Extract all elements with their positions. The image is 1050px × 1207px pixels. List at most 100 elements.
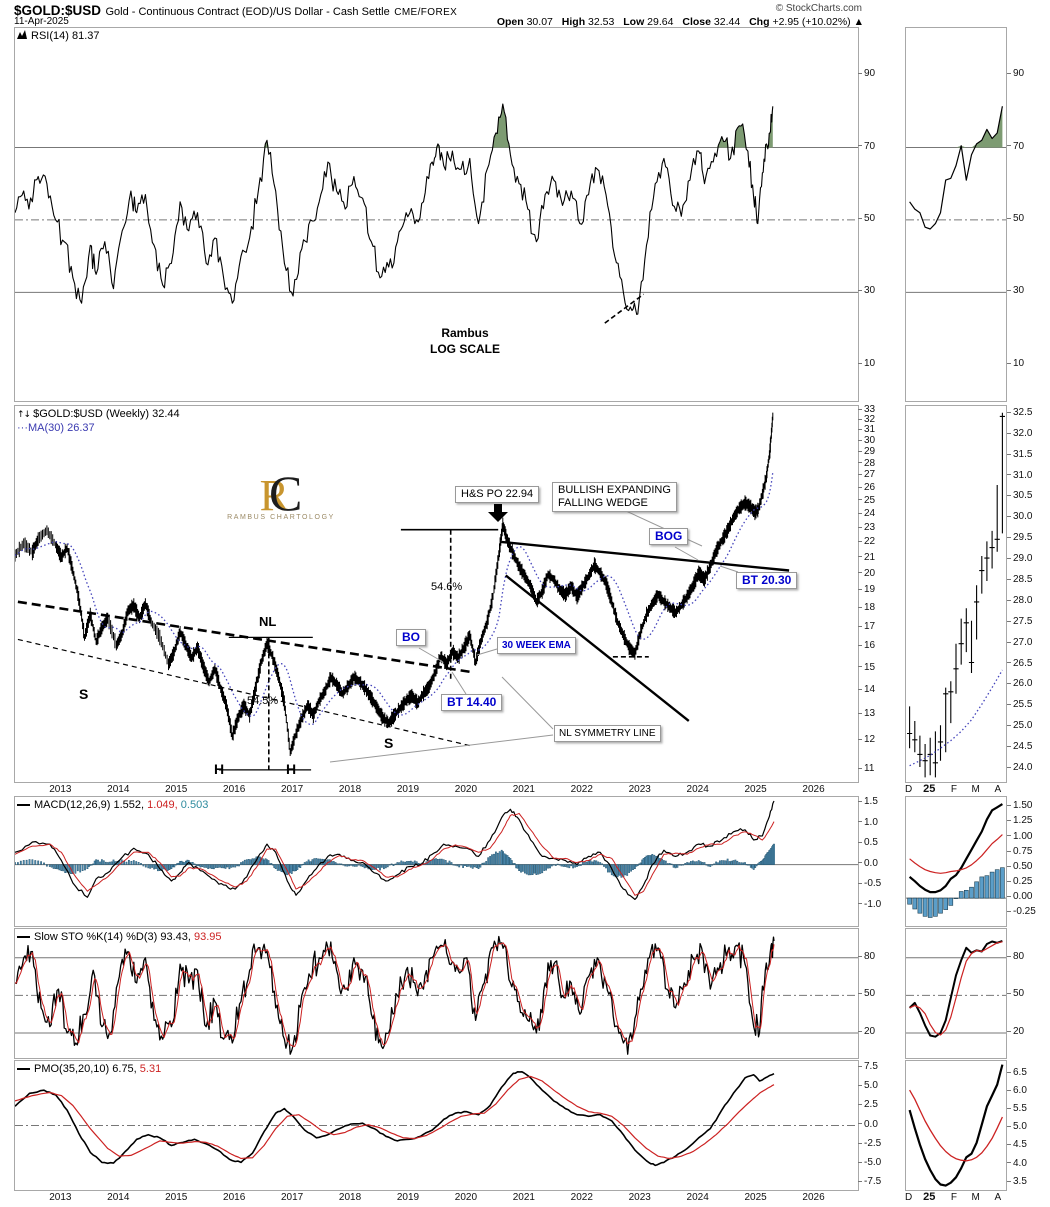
x-tick-label: 2015 [165,1192,188,1203]
y-tick-label: -1.0 [858,899,881,911]
hist-bar [521,864,524,872]
hist-bar [86,864,89,869]
stochastic-zoom-y-axis: 80 50 20 [1007,928,1050,1057]
y-tick-label: 7.5 [858,1061,878,1073]
hist-bar [605,864,607,869]
hist-bar [43,862,45,865]
wedge-callout: BULLISH EXPANDING FALLING WEDGE [552,482,677,512]
hist-bar [635,864,638,867]
ema-30-text: 30 WEEK EMA [502,640,571,651]
y-tick-label: 31.5 [1007,449,1032,461]
y-tick-label: 10 [858,358,875,370]
y-tick-label: 70 [1007,141,1024,153]
exchange: CME/FOREX [394,7,458,18]
y-tick-label: 28.0 [1007,595,1032,607]
hist-bar [99,861,101,865]
hist-bar [402,861,405,865]
hist-bar [684,863,687,865]
hist-bar [948,897,954,906]
hist-bar [699,861,702,865]
hist-bar [411,861,414,865]
hist-bar [562,864,565,867]
hist-bar [88,864,90,867]
hs-po-callout: H&S PO 22.94 [455,486,540,503]
hist-bar [570,864,573,867]
hist-bar [442,859,445,865]
y-tick-label: 32.0 [1007,428,1032,440]
y-tick-label: 28 [858,458,875,470]
hist-bar [535,864,538,875]
sto-value-2: 93.95 [194,931,222,943]
left-shoulder-label: S [79,687,88,701]
price-bars [15,412,774,756]
y-tick-label: 29.5 [1007,532,1032,544]
hist-bar [435,858,437,865]
pmo-zoom-panel [905,1060,1007,1191]
hist-bar [16,862,19,865]
hist-bar [336,863,339,865]
hist-bar [300,864,303,866]
x-tick-label: F [950,1192,958,1203]
hist-bar [560,864,563,867]
hist-bar [112,859,115,865]
hist-bar [506,855,509,865]
rsi_mini-plot [906,106,1006,293]
macd-line [15,800,775,900]
hist-bar [218,864,221,868]
hist-bar [338,863,341,865]
y-tick-label: 19 [858,584,875,596]
hist-bar [493,853,495,865]
hist-bar [238,864,240,867]
hist-bar [529,864,532,876]
hist-bar [392,864,395,866]
hist-bar [270,863,273,865]
hist-bar [236,864,239,867]
x-tick-label: 2021 [512,784,535,795]
hist-bar [264,858,267,865]
x-tick-label: D [904,784,913,795]
hist-bar [50,864,53,868]
hist-bar [647,855,649,865]
hist-bar [630,864,633,872]
hist-bar [22,860,25,865]
hist-bar [633,864,636,869]
hist-bar [695,861,698,865]
hist-bar [228,864,231,870]
hist-bar [267,860,270,865]
hist-bar [357,864,360,866]
hist-bar [549,864,551,869]
hist-bar [386,864,389,868]
x-tick-label: M [971,784,980,795]
price-panel [14,405,859,783]
hist-bar [58,864,61,871]
hist-bar [92,863,95,865]
hist-bar [473,864,476,868]
price-legend-name: $GOLD:$USD (Weekly) [33,408,150,420]
hist-bar [748,864,751,866]
hist-bar [745,864,748,866]
pmo_mini-plot [908,1064,1004,1187]
hist-bar [276,864,279,871]
hist-bar [550,864,553,867]
hist-bar [680,864,683,866]
pmo-line [908,1064,1004,1187]
hist-bar [734,859,737,865]
hist-bar [81,864,84,871]
pmo-zoom-x-axis: D 25 F M A [905,1191,1005,1205]
hist-bar [496,852,499,865]
y-tick-label: 24.5 [1007,741,1032,753]
hist-bar [515,864,518,869]
hist-bar [742,862,745,865]
price-x-axis: 2013 2014 2015 2016 2017 2018 2019 2020 2021 2022… [14,783,857,797]
hist-bar [243,859,246,865]
hist-bar [537,864,540,875]
y-tick-label: 0.25 [1007,876,1032,888]
macd-value-1: 1.552, [113,799,145,811]
hist-bar [595,860,598,865]
hist-bar [649,855,652,865]
logo-letter-c: C [269,465,303,521]
hist-bar [554,864,557,866]
hist-bar [752,864,755,870]
ohlc-readout: Open 30.07 High 32.53 Low 29.64 Close 32… [491,16,864,28]
